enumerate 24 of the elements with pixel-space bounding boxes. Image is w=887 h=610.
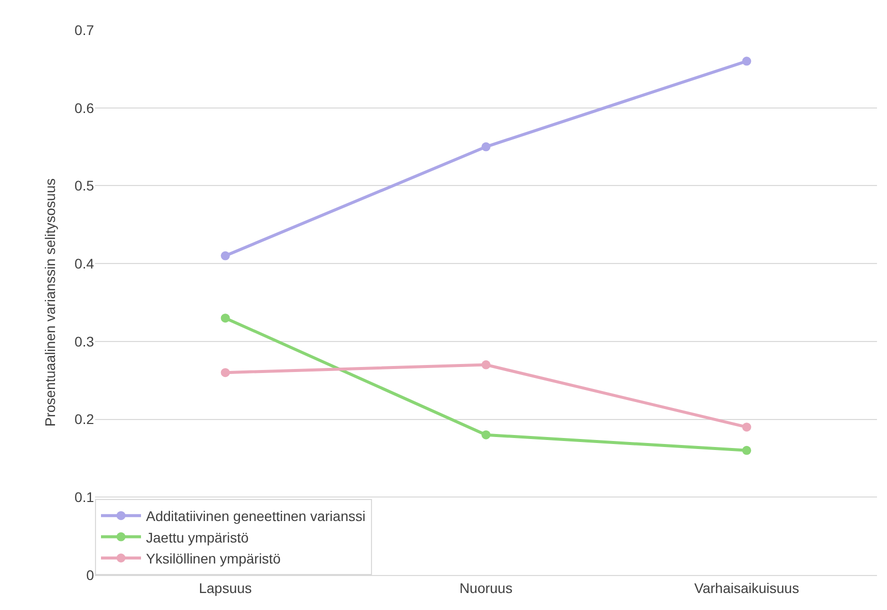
legend-label: Jaettu ympäristö [146,529,249,546]
y-tick-label: 0.6 [74,100,94,116]
x-tick-label: Varhaisaikuisuus [694,580,800,596]
y-tick-label: 0.3 [74,333,94,350]
point [742,446,752,455]
legend-label: Additatiivinen geneettinen varianssi [146,508,366,524]
y-tick-label: 0.7 [74,22,94,38]
point [220,368,230,378]
point [742,56,752,66]
legend-label: Yksilöllinen ympäristö [146,550,281,566]
point [220,251,230,260]
point [482,142,490,152]
x-tick-label: Lapsuus [198,580,252,596]
point [742,422,752,432]
y-axis-title: Prosentuaalinen varianssin selitysosuus [42,178,58,427]
y-tick-label: 0.1 [74,489,94,506]
point [482,360,490,370]
y-tick-label: 0.4 [74,255,94,272]
x-tick-label: Nuoruus [460,580,512,596]
y-tick-label: 0 [86,566,94,583]
point [220,314,230,323]
y-tick-label: 0.2 [74,411,94,428]
point [482,430,490,440]
y-tick-label: 0.5 [74,178,94,194]
